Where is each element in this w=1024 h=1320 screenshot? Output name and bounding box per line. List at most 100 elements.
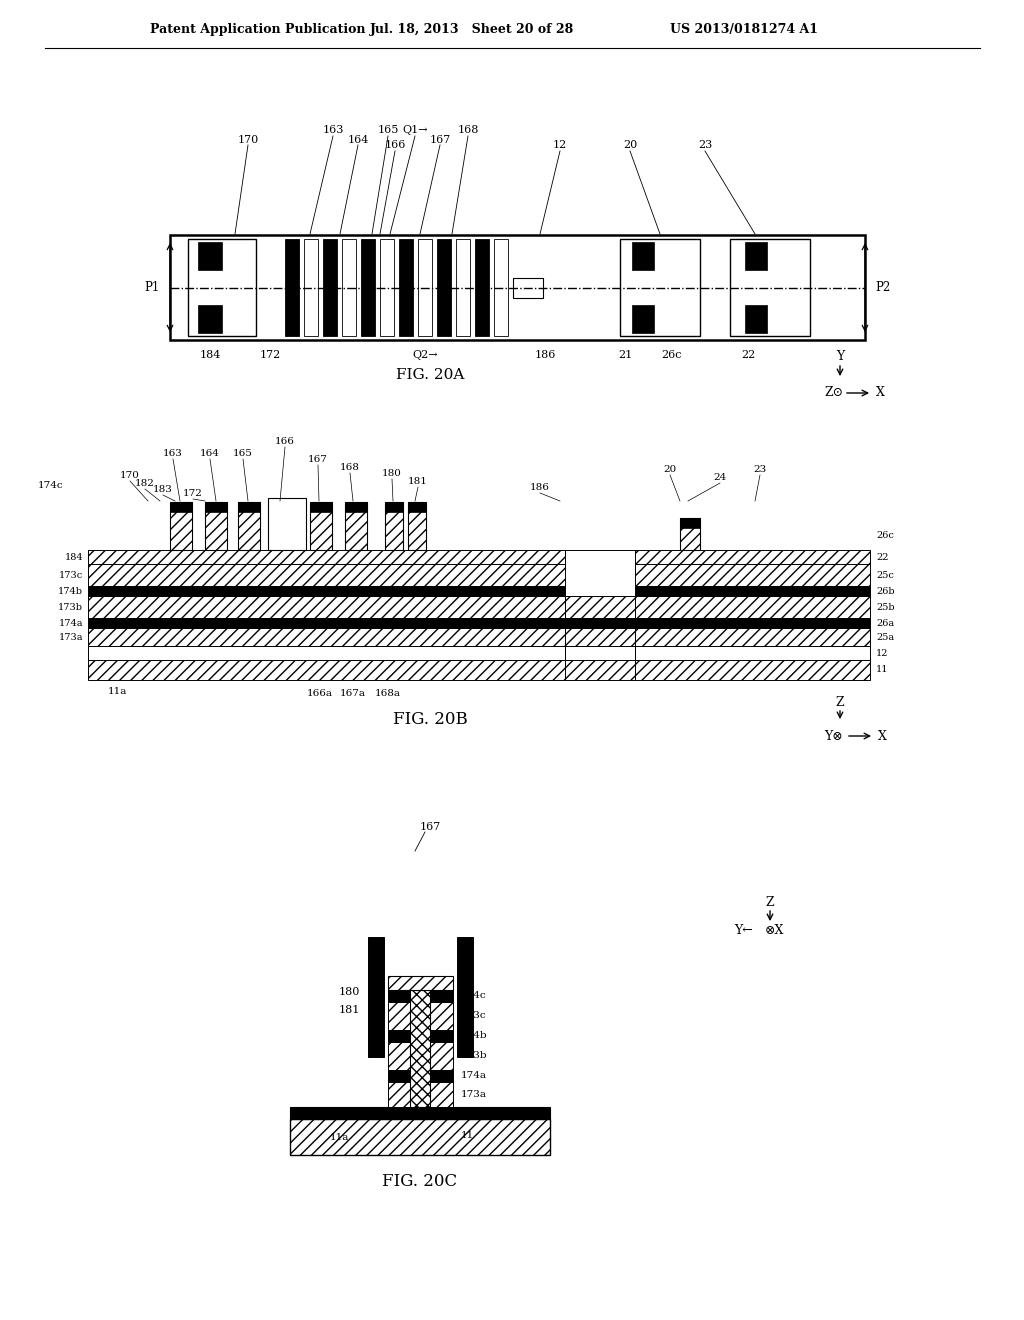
Text: 167: 167 — [429, 135, 451, 145]
Bar — [385, 502, 403, 550]
Text: 183: 183 — [153, 486, 173, 495]
Text: 174b: 174b — [461, 1031, 487, 1040]
Bar — [205, 502, 227, 550]
Bar — [238, 502, 260, 550]
Text: 26a: 26a — [876, 619, 894, 627]
Bar — [88, 564, 565, 586]
Bar — [745, 242, 767, 271]
Bar — [268, 498, 306, 550]
Bar — [198, 242, 222, 271]
Text: 174b: 174b — [58, 586, 83, 595]
Text: 25b: 25b — [876, 602, 895, 611]
Text: 11a: 11a — [330, 1133, 349, 1142]
Text: 166a: 166a — [307, 689, 333, 698]
Text: 166: 166 — [384, 140, 406, 150]
Text: 174a: 174a — [58, 619, 83, 627]
Text: P2: P2 — [876, 281, 891, 294]
Text: 11: 11 — [876, 665, 889, 675]
Bar — [88, 628, 565, 645]
Text: 164: 164 — [200, 450, 220, 458]
Text: 181: 181 — [408, 478, 428, 487]
Bar — [680, 517, 700, 550]
Text: 165: 165 — [233, 450, 253, 458]
Text: 167: 167 — [308, 455, 328, 465]
Text: X: X — [878, 730, 887, 742]
Bar — [399, 239, 413, 337]
Bar — [565, 628, 635, 645]
Text: Jul. 18, 2013   Sheet 20 of 28: Jul. 18, 2013 Sheet 20 of 28 — [370, 24, 574, 37]
Bar — [290, 1119, 550, 1155]
Text: 173c: 173c — [58, 570, 83, 579]
Text: 165: 165 — [377, 125, 398, 135]
Bar — [388, 1002, 453, 1030]
Text: 173a: 173a — [58, 632, 83, 642]
Text: 166: 166 — [275, 437, 295, 446]
Bar — [565, 550, 635, 597]
Bar — [565, 645, 635, 660]
Bar — [408, 502, 426, 512]
Text: 181: 181 — [339, 1005, 360, 1015]
Text: 173c: 173c — [461, 1011, 486, 1020]
Text: 24: 24 — [714, 474, 727, 483]
Text: FIG. 20A: FIG. 20A — [396, 368, 464, 381]
Bar — [635, 645, 870, 660]
Text: 182: 182 — [135, 479, 155, 488]
Text: 21: 21 — [593, 618, 607, 628]
Bar — [408, 502, 426, 550]
Bar — [88, 645, 565, 660]
Bar — [385, 502, 403, 512]
Bar — [238, 502, 260, 512]
Text: Q1→: Q1→ — [402, 125, 428, 135]
Bar — [388, 1071, 453, 1082]
Text: 21: 21 — [617, 350, 632, 360]
Text: Y: Y — [836, 351, 844, 363]
Text: 20: 20 — [623, 140, 637, 150]
Bar — [745, 305, 767, 333]
Bar — [88, 618, 565, 628]
Text: 12: 12 — [461, 1109, 474, 1118]
Bar — [285, 239, 299, 337]
Text: X: X — [876, 387, 885, 400]
Bar — [361, 239, 375, 337]
Bar — [457, 937, 473, 1057]
Text: 180: 180 — [382, 470, 402, 479]
Text: 173b: 173b — [461, 1052, 487, 1060]
Bar — [345, 502, 367, 512]
Text: FIG. 20C: FIG. 20C — [382, 1173, 458, 1191]
Text: 25c: 25c — [876, 570, 894, 579]
Text: 168: 168 — [458, 125, 478, 135]
Bar — [290, 1107, 550, 1119]
Bar — [88, 660, 565, 680]
Text: 170: 170 — [238, 135, 259, 145]
Text: 168a: 168a — [375, 689, 401, 698]
Text: Z: Z — [766, 895, 774, 908]
Text: US 2013/0181274 A1: US 2013/0181274 A1 — [670, 24, 818, 37]
Text: 184: 184 — [65, 553, 83, 561]
Bar — [388, 1030, 453, 1041]
Text: 11: 11 — [461, 1130, 474, 1139]
Text: 26b: 26b — [876, 586, 895, 595]
Bar — [170, 502, 193, 512]
Text: 170: 170 — [120, 471, 140, 480]
Bar — [88, 597, 565, 618]
Bar — [475, 239, 489, 337]
Text: 174a: 174a — [461, 1072, 487, 1081]
Bar — [565, 660, 635, 680]
Text: 173a: 173a — [461, 1090, 487, 1100]
Bar — [380, 239, 394, 337]
Text: 174c: 174c — [461, 991, 486, 1001]
Bar — [304, 239, 318, 337]
Text: 163: 163 — [163, 450, 183, 458]
Bar — [170, 502, 193, 550]
Text: 172: 172 — [183, 490, 203, 499]
Text: 26c: 26c — [876, 531, 894, 540]
Bar — [635, 564, 870, 586]
Bar — [310, 502, 332, 550]
Text: 168: 168 — [340, 463, 360, 473]
Text: 186: 186 — [535, 350, 556, 360]
Bar — [635, 597, 870, 618]
Text: FIG. 20B: FIG. 20B — [392, 711, 467, 729]
Text: 23: 23 — [754, 466, 767, 474]
Bar — [620, 239, 700, 337]
Bar — [437, 239, 451, 337]
